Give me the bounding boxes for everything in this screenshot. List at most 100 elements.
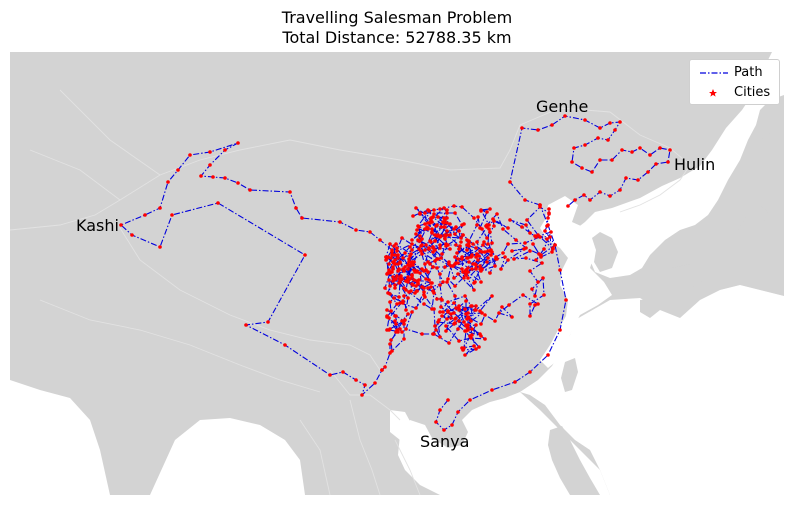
city-marker (408, 245, 412, 249)
city-marker (566, 204, 570, 208)
city-marker (396, 253, 400, 257)
city-marker (538, 203, 542, 207)
red-star-icon (709, 89, 717, 97)
city-marker (490, 388, 494, 392)
city-marker (415, 289, 419, 293)
city-marker (410, 310, 414, 314)
label-genhe: Genhe (536, 97, 588, 116)
city-marker (564, 298, 568, 302)
city-marker (452, 311, 456, 315)
city-marker (478, 332, 482, 336)
city-marker (481, 243, 485, 247)
city-marker (540, 261, 544, 265)
city-marker (453, 232, 457, 236)
city-marker (606, 138, 610, 142)
philippines-luzon (548, 426, 600, 495)
city-marker (531, 242, 535, 246)
korea-peninsula (592, 232, 618, 272)
city-marker (452, 204, 456, 208)
city-marker (570, 160, 574, 164)
city-marker (524, 223, 528, 227)
city-marker (490, 241, 494, 245)
city-marker (426, 208, 430, 212)
city-marker (438, 283, 442, 287)
city-marker (486, 256, 490, 260)
city-marker (479, 280, 483, 284)
city-marker (435, 266, 439, 270)
city-marker (536, 302, 540, 306)
city-marker (414, 206, 418, 210)
city-marker (507, 303, 511, 307)
city-marker (548, 235, 552, 239)
city-marker (422, 290, 426, 294)
city-marker (523, 198, 527, 202)
city-marker (618, 188, 622, 192)
city-marker (431, 250, 435, 254)
city-marker (454, 225, 458, 229)
city-marker (457, 319, 461, 323)
city-marker (474, 308, 478, 312)
city-marker (424, 277, 428, 281)
city-marker (438, 243, 442, 247)
city-marker (500, 305, 504, 309)
city-marker (328, 373, 332, 377)
city-marker (441, 310, 445, 314)
map-subtitle: Total Distance: 52788.35 km (282, 28, 512, 47)
city-marker (464, 312, 468, 316)
city-marker (418, 234, 422, 238)
city-marker (460, 257, 464, 261)
city-marker (546, 223, 550, 227)
legend-label-cities: Cities (734, 85, 771, 100)
city-marker (402, 319, 406, 323)
japan-hokkaido (760, 128, 784, 165)
city-marker (383, 286, 387, 290)
city-marker (406, 267, 410, 271)
city-marker (580, 166, 584, 170)
city-marker (394, 322, 398, 326)
city-marker (403, 251, 407, 255)
label-kashi: Kashi (76, 216, 119, 235)
dash-dot-line-icon (700, 72, 728, 74)
city-marker (461, 233, 465, 237)
sea-of-japan (572, 52, 784, 278)
city-marker (477, 345, 481, 349)
city-marker (445, 317, 449, 321)
city-marker (467, 260, 471, 264)
city-marker (390, 250, 394, 254)
city-marker (420, 243, 424, 247)
city-marker (520, 126, 524, 130)
city-layer (119, 114, 672, 432)
city-marker (391, 279, 395, 283)
map-title: Travelling Salesman Problem (281, 8, 513, 27)
city-marker (446, 398, 450, 402)
hainan (432, 418, 458, 436)
city-marker (469, 255, 473, 259)
city-marker (435, 257, 439, 261)
central-asia-border (9, 89, 161, 231)
city-marker (410, 242, 414, 246)
city-marker (444, 324, 448, 328)
city-marker (582, 193, 586, 197)
city-marker (420, 252, 424, 256)
city-marker (523, 241, 527, 245)
city-marker (464, 273, 468, 277)
city-marker (402, 337, 406, 341)
city-marker (412, 278, 416, 282)
city-marker (441, 280, 445, 284)
route-segment-south (435, 204, 567, 431)
city-marker (388, 300, 392, 304)
city-marker (541, 276, 545, 280)
city-marker (457, 307, 461, 311)
city-marker (539, 255, 543, 259)
city-marker (388, 342, 392, 346)
city-marker (533, 234, 537, 238)
city-marker (392, 261, 396, 265)
city-marker (166, 180, 170, 184)
city-marker (223, 148, 227, 152)
city-marker (506, 242, 510, 246)
city-marker (542, 293, 546, 297)
city-marker (404, 327, 408, 331)
city-marker (443, 235, 447, 239)
city-marker (533, 294, 537, 298)
city-marker (478, 226, 482, 230)
